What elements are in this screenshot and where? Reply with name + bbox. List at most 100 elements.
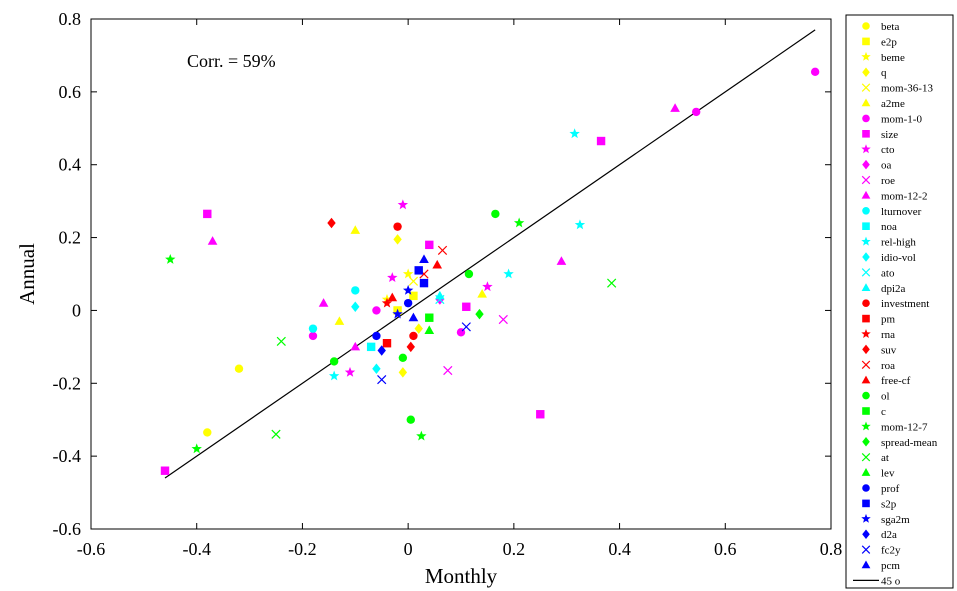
legend-marker-cto (861, 144, 871, 154)
legend-label: at (881, 452, 889, 464)
data-point-rel-high (569, 128, 580, 139)
legend-marker-mom-36-13 (861, 83, 871, 92)
legend-label: dpi2a (881, 283, 906, 295)
data-point-ol (329, 357, 339, 366)
legend-marker-pcm (861, 560, 871, 569)
data-point-size (536, 410, 545, 419)
y-tick-label: 0.8 (59, 9, 82, 29)
x-tick-label: -0.6 (77, 539, 106, 559)
data-point-suv (327, 217, 336, 229)
legend-marker-prof (862, 484, 870, 492)
legend-label: mom-36-13 (881, 83, 933, 95)
axis-ticks: -0.6 -0.4 -0.2 0 0.2 0.4 0.6 0.8 -0.6 -0.4 -0.2 0 0.… (53, 9, 843, 559)
data-point-mom-1-0 (308, 331, 318, 341)
data-point-lturnover (351, 286, 360, 295)
data-point-mom-12-2 (670, 103, 680, 112)
legend-label: spread-mean (881, 437, 938, 449)
data-point-at (271, 429, 281, 439)
data-point-pcm (419, 254, 429, 263)
data-point-mom-12-2 (350, 341, 361, 351)
legend-marker-pm (862, 314, 870, 323)
data-point-mom-12-2 (207, 236, 218, 245)
legend-label: suv (881, 344, 897, 356)
data-point-fc2y (461, 322, 471, 332)
legend-label: lturnover (881, 206, 922, 218)
data-point-beta (203, 428, 212, 437)
data-point-prof (403, 298, 413, 308)
legend-marker-ol (862, 391, 870, 400)
legend-marker-oa (862, 159, 870, 170)
legend-marker-lturnover (862, 207, 870, 215)
data-point-q (398, 367, 408, 378)
data-point-beta (234, 364, 244, 373)
data-point-rel-high (328, 370, 340, 381)
data-point-mom-12-7 (165, 253, 176, 264)
legend-marker-a2me (861, 98, 871, 107)
x-tick-label: 0.2 (503, 539, 526, 559)
legend-marker-beme (861, 51, 871, 61)
legend-label: prof (881, 483, 900, 495)
data-point-lturnover (308, 324, 318, 333)
legend-label: noa (881, 221, 897, 233)
legend-label: size (881, 129, 898, 141)
legend-marker-suv (862, 344, 870, 355)
legend-label: sga2m (881, 514, 910, 526)
legend-label: free-cf (881, 375, 911, 387)
data-point-mom-36-13 (408, 276, 419, 286)
legend-label: q (881, 67, 887, 79)
legend-marker-roa (861, 360, 871, 370)
data-point-ol (464, 269, 474, 279)
x-tick-label: 0 (404, 539, 413, 559)
data-point-suv (406, 341, 415, 353)
legend-label: beme (881, 52, 905, 64)
data-point-at (607, 278, 617, 288)
data-point-ol (398, 353, 408, 362)
legend-marker-free-cf (861, 375, 871, 384)
data-point-roa (437, 245, 448, 255)
data-point-q (393, 234, 402, 245)
data-point-idio-vol (351, 301, 360, 313)
legend-label: pcm (881, 560, 900, 572)
legend-marker-ato (861, 268, 871, 277)
reference-line-layer (164, 29, 816, 479)
legend-marker-lev (861, 468, 871, 476)
data-points (160, 67, 820, 475)
data-point-sga2m (392, 308, 403, 319)
legend-marker-noa (862, 222, 870, 230)
legend-label: roa (881, 360, 895, 372)
legend-label: fc2y (881, 545, 901, 557)
data-point-mom-12-2 (318, 298, 329, 307)
correlation-annotation: Corr. = 59% (187, 51, 276, 71)
legend-label: beta (881, 21, 899, 33)
legend-marker-beta (862, 22, 870, 30)
legend-marker-q (862, 67, 870, 77)
data-point-size (160, 466, 170, 475)
x-tick-label: -0.2 (288, 539, 317, 559)
data-point-size (425, 240, 434, 250)
y-tick-label: 0.6 (59, 82, 82, 102)
reference-line-45 (164, 29, 816, 479)
data-point-free-cf (387, 292, 398, 302)
legend-marker-at (861, 452, 871, 462)
data-point-pm (382, 339, 392, 348)
legend-marker-rna (861, 329, 871, 338)
data-point-beme (402, 268, 414, 279)
x-axis-title: Monthly (425, 564, 498, 588)
legend-label: c (881, 406, 886, 418)
legend-marker-e2p (862, 37, 870, 46)
legend-label: mom-1-0 (881, 113, 922, 125)
data-point-ol (491, 209, 500, 219)
data-point-pcm (408, 312, 419, 322)
y-tick-label: 0.4 (59, 155, 82, 175)
data-point-cto (344, 366, 356, 377)
data-point-cto (387, 272, 398, 283)
x-tick-label: 0.8 (820, 539, 843, 559)
legend-label: oa (881, 160, 892, 172)
data-point-idio-vol (372, 363, 381, 374)
legend-marker-d2a (862, 529, 870, 539)
legend-label: rel-high (881, 237, 916, 249)
legend-marker-idio-vol (862, 252, 870, 262)
data-point-roe (443, 365, 453, 376)
data-point-s2p (419, 278, 429, 288)
